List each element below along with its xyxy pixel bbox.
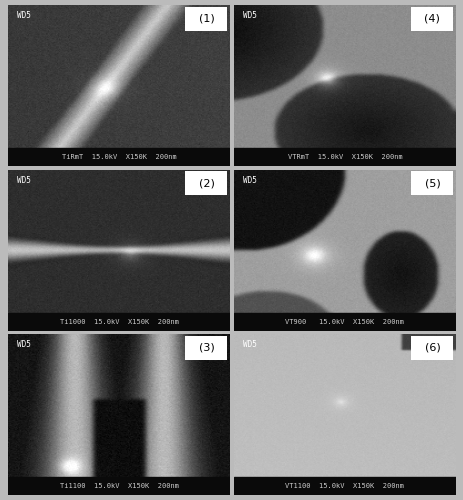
FancyBboxPatch shape [185, 171, 227, 196]
Text: WD5: WD5 [17, 340, 31, 349]
Bar [234, 148, 455, 166]
Text: WD5: WD5 [17, 176, 31, 185]
Bar [234, 478, 455, 495]
Text: VTRmT  15.0kV  X150K  200nm: VTRmT 15.0kV X150K 200nm [287, 154, 401, 160]
Text: (5): (5) [424, 178, 439, 188]
Text: (3): (3) [198, 342, 214, 352]
FancyBboxPatch shape [411, 171, 452, 196]
Text: Ti1000  15.0kV  X150K  200nm: Ti1000 15.0kV X150K 200nm [59, 319, 178, 325]
Text: WD5: WD5 [243, 12, 257, 20]
Text: Ti1100  15.0kV  X150K  200nm: Ti1100 15.0kV X150K 200nm [59, 484, 178, 490]
Text: VT900   15.0kV  X150K  200nm: VT900 15.0kV X150K 200nm [285, 319, 404, 325]
Text: TiRmT  15.0kV  X150K  200nm: TiRmT 15.0kV X150K 200nm [62, 154, 176, 160]
Text: WD5: WD5 [243, 176, 257, 185]
Bar [234, 313, 455, 330]
FancyBboxPatch shape [185, 336, 227, 360]
Text: (4): (4) [424, 14, 439, 24]
Text: (1): (1) [198, 14, 214, 24]
Text: VT1100  15.0kV  X150K  200nm: VT1100 15.0kV X150K 200nm [285, 484, 404, 490]
FancyBboxPatch shape [411, 336, 452, 360]
FancyBboxPatch shape [411, 6, 452, 31]
Text: WD5: WD5 [243, 340, 257, 349]
Bar [8, 148, 229, 166]
FancyBboxPatch shape [185, 6, 227, 31]
Bar [8, 478, 229, 495]
Text: WD5: WD5 [17, 12, 31, 20]
Text: (6): (6) [424, 342, 439, 352]
Bar [8, 313, 229, 330]
Text: (2): (2) [198, 178, 214, 188]
